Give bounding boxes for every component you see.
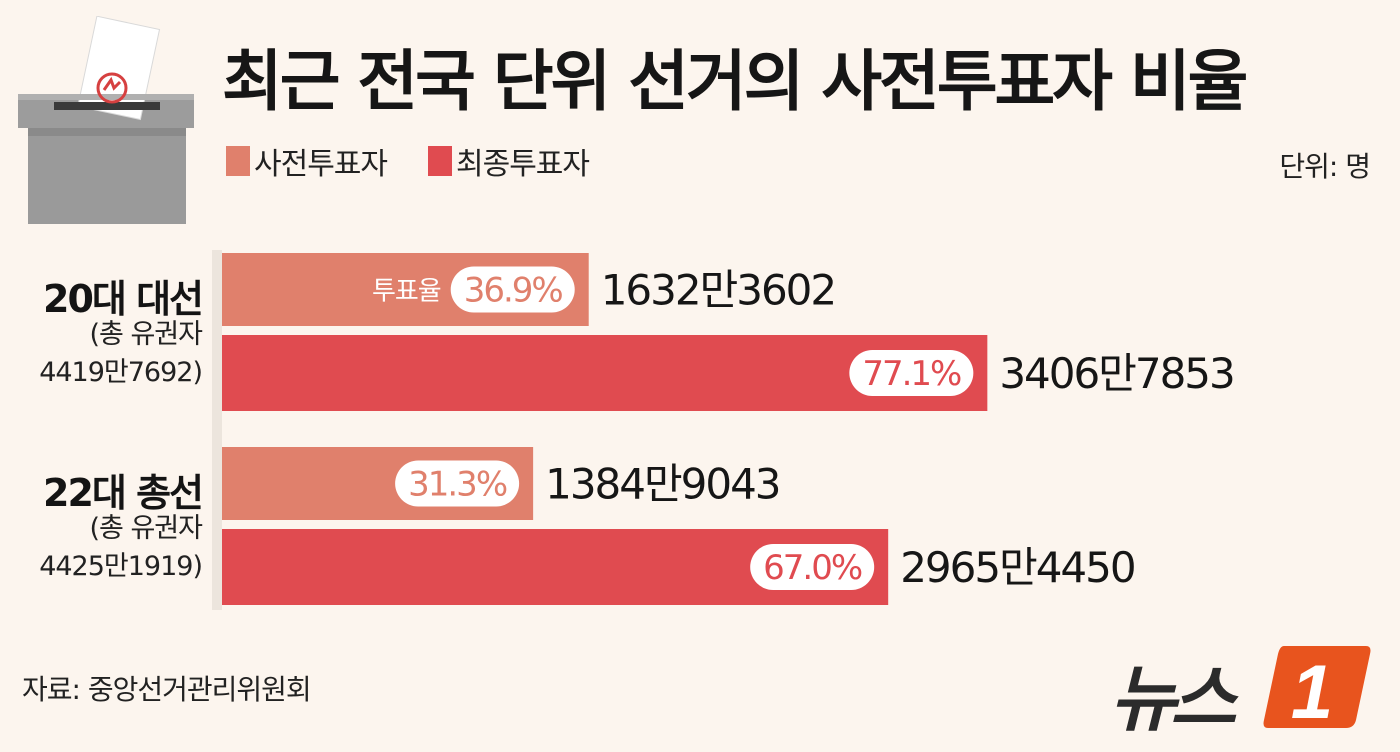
value-label-general-final: 2965만4450 xyxy=(900,543,1134,592)
ballot-box-icon xyxy=(18,16,194,224)
rate-pill-presidential-final xyxy=(849,350,974,396)
source-note: 자료: 중앙선거관리위원회 xyxy=(22,673,312,706)
rate-label-general-early: 31.3% xyxy=(408,465,507,505)
legend-item-early: 사전투표자 xyxy=(226,143,388,182)
category-title-presidential: 20대 대선 xyxy=(43,277,204,321)
chart-title: 최근 전국 단위 선거의 사전투표자 비율 xyxy=(222,43,1248,120)
category-sub-presidential-1: (총 유권자 xyxy=(89,319,203,350)
unit-label: 단위: 명 xyxy=(1279,150,1371,183)
rate-label-presidential-early: 36.9% xyxy=(464,271,563,311)
category-title-general: 22대 총선 xyxy=(43,471,204,515)
news1-logo-icon: 1 xyxy=(1263,646,1371,732)
rate-pill-general-final xyxy=(750,544,875,590)
rate-pill-presidential-early xyxy=(450,266,575,313)
legend-label-early: 사전투표자 xyxy=(254,147,388,182)
legend-swatch-final xyxy=(428,146,452,176)
logo-mark: 1 xyxy=(1291,650,1333,732)
legend-swatch-early xyxy=(226,146,250,176)
rate-label-general-final: 67.0% xyxy=(763,548,862,588)
logo-text: 뉴스 xyxy=(1110,657,1237,741)
rate-pill-general-early xyxy=(395,460,520,507)
legend-label-final: 최종투표자 xyxy=(456,147,590,182)
rate-prefix-label: 투표율 xyxy=(372,277,441,307)
category-sub-presidential-2: 4419만7692) xyxy=(39,357,203,388)
category-sub-general-1: (총 유권자 xyxy=(89,513,203,544)
category-sub-general-2: 4425만1919) xyxy=(39,551,203,582)
legend-item-final: 최종투표자 xyxy=(428,143,590,182)
category-axis xyxy=(212,250,222,610)
value-label-general-early: 1384만9043 xyxy=(545,460,779,509)
value-label-presidential-final: 3406만7853 xyxy=(999,349,1233,398)
rate-label-presidential-final: 77.1% xyxy=(862,354,961,394)
value-label-presidential-early: 1632만3602 xyxy=(601,266,835,315)
